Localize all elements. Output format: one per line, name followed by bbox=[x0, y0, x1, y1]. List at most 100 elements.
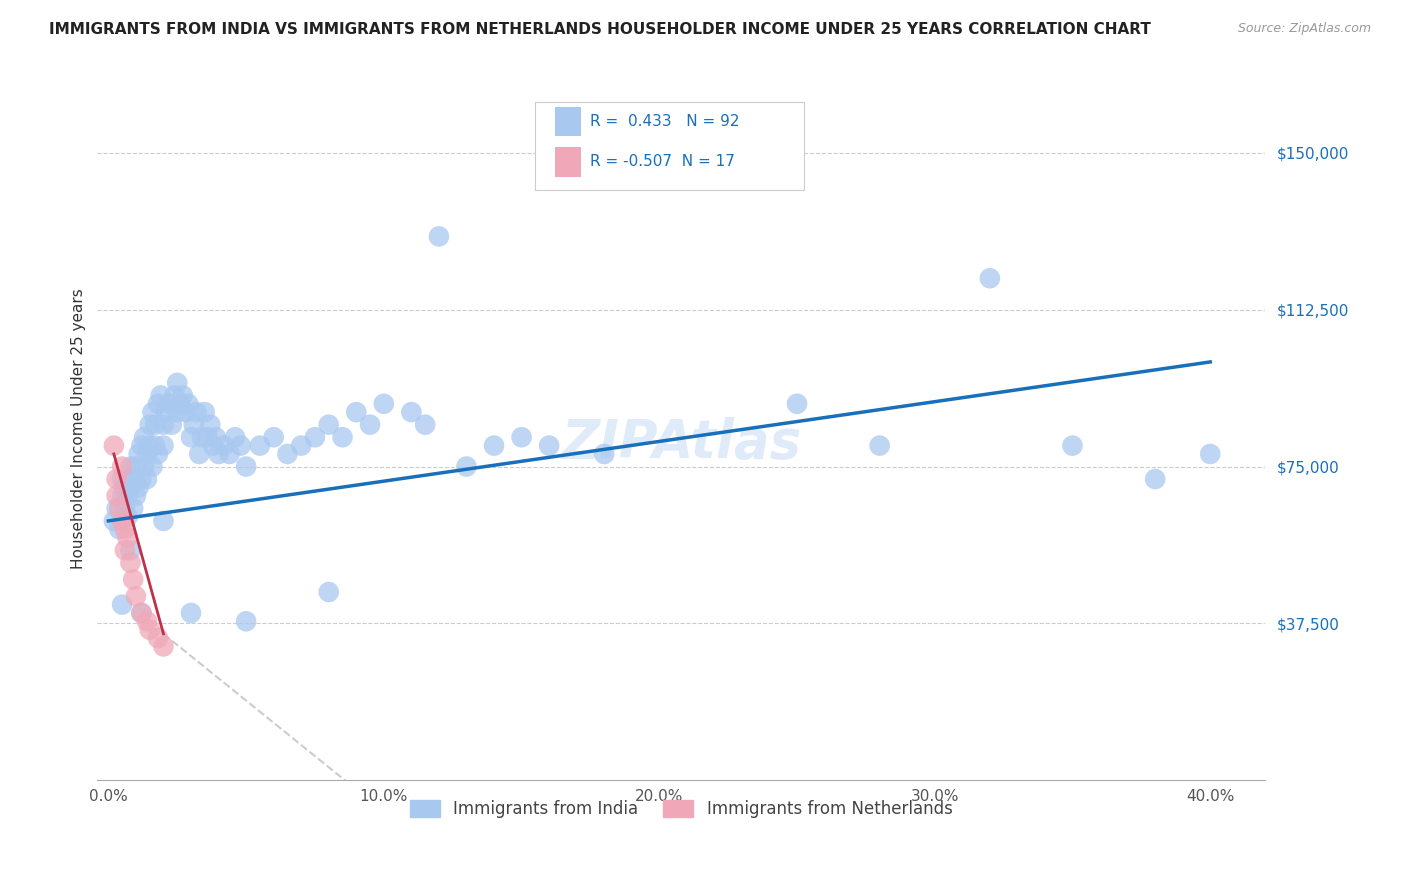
Point bbox=[1062, 439, 1084, 453]
Y-axis label: Householder Income Under 25 years: Householder Income Under 25 years bbox=[72, 288, 86, 569]
Point bbox=[344, 405, 367, 419]
Point bbox=[131, 439, 153, 453]
Point bbox=[128, 447, 150, 461]
Point bbox=[146, 397, 169, 411]
Point bbox=[318, 417, 340, 432]
Point bbox=[401, 405, 423, 419]
Point bbox=[149, 388, 172, 402]
Point bbox=[111, 472, 134, 486]
Point bbox=[138, 623, 160, 637]
Point bbox=[160, 417, 183, 432]
Point bbox=[152, 640, 174, 654]
Point bbox=[122, 472, 145, 486]
FancyBboxPatch shape bbox=[536, 102, 804, 190]
Point bbox=[125, 489, 148, 503]
Point bbox=[1144, 472, 1167, 486]
Point bbox=[120, 556, 142, 570]
Point bbox=[200, 417, 222, 432]
Point bbox=[235, 615, 257, 629]
Text: R = -0.507  N = 17: R = -0.507 N = 17 bbox=[591, 154, 735, 169]
Point bbox=[197, 430, 219, 444]
Point bbox=[108, 501, 131, 516]
Point bbox=[111, 514, 134, 528]
Point bbox=[138, 439, 160, 453]
Point bbox=[114, 522, 136, 536]
Point bbox=[125, 589, 148, 603]
Text: ZIPAtlas: ZIPAtlas bbox=[561, 417, 801, 469]
Point bbox=[456, 459, 478, 474]
Point bbox=[869, 439, 891, 453]
Point bbox=[141, 459, 163, 474]
Point bbox=[103, 514, 125, 528]
Point bbox=[111, 459, 134, 474]
Point bbox=[117, 489, 139, 503]
Point bbox=[191, 430, 214, 444]
Point bbox=[136, 447, 159, 461]
Point bbox=[131, 606, 153, 620]
Point bbox=[117, 509, 139, 524]
Point bbox=[166, 376, 188, 390]
Point bbox=[235, 459, 257, 474]
Point bbox=[111, 489, 134, 503]
Point bbox=[131, 472, 153, 486]
Point bbox=[249, 439, 271, 453]
Point bbox=[134, 430, 156, 444]
Point bbox=[174, 405, 197, 419]
Point bbox=[290, 439, 312, 453]
Text: IMMIGRANTS FROM INDIA VS IMMIGRANTS FROM NETHERLANDS HOUSEHOLDER INCOME UNDER 25: IMMIGRANTS FROM INDIA VS IMMIGRANTS FROM… bbox=[49, 22, 1152, 37]
Point bbox=[122, 501, 145, 516]
Point bbox=[146, 631, 169, 645]
Point bbox=[152, 514, 174, 528]
Point bbox=[786, 397, 808, 411]
Point bbox=[103, 439, 125, 453]
Point bbox=[131, 606, 153, 620]
Point bbox=[120, 459, 142, 474]
Text: R =  0.433   N = 92: R = 0.433 N = 92 bbox=[591, 114, 740, 129]
Point bbox=[111, 598, 134, 612]
Point bbox=[114, 543, 136, 558]
Point bbox=[593, 447, 616, 461]
Point bbox=[194, 405, 217, 419]
Point bbox=[152, 439, 174, 453]
Point bbox=[427, 229, 450, 244]
Point bbox=[229, 439, 252, 453]
Point bbox=[117, 531, 139, 545]
Point bbox=[143, 439, 166, 453]
Point bbox=[177, 397, 200, 411]
Point bbox=[218, 447, 240, 461]
Point bbox=[105, 501, 128, 516]
Point bbox=[105, 472, 128, 486]
Point bbox=[186, 405, 208, 419]
Point bbox=[224, 430, 246, 444]
Point bbox=[413, 417, 436, 432]
Point bbox=[138, 417, 160, 432]
Point bbox=[105, 489, 128, 503]
Point bbox=[143, 417, 166, 432]
Point bbox=[373, 397, 395, 411]
Point bbox=[114, 501, 136, 516]
Point bbox=[180, 606, 202, 620]
Point bbox=[183, 417, 205, 432]
Point bbox=[120, 480, 142, 494]
Point bbox=[152, 417, 174, 432]
Point bbox=[207, 447, 229, 461]
Point bbox=[276, 447, 298, 461]
Point bbox=[1199, 447, 1222, 461]
Point bbox=[318, 585, 340, 599]
Point bbox=[134, 459, 156, 474]
Point bbox=[172, 388, 194, 402]
Point bbox=[169, 397, 191, 411]
Point bbox=[212, 439, 235, 453]
Point bbox=[108, 522, 131, 536]
Point bbox=[188, 447, 211, 461]
Point bbox=[166, 405, 188, 419]
Point bbox=[125, 459, 148, 474]
Point bbox=[120, 543, 142, 558]
Point bbox=[482, 439, 505, 453]
Point bbox=[141, 405, 163, 419]
Point bbox=[128, 480, 150, 494]
Point bbox=[146, 447, 169, 461]
FancyBboxPatch shape bbox=[555, 107, 581, 136]
Point bbox=[155, 405, 177, 419]
Point bbox=[136, 472, 159, 486]
